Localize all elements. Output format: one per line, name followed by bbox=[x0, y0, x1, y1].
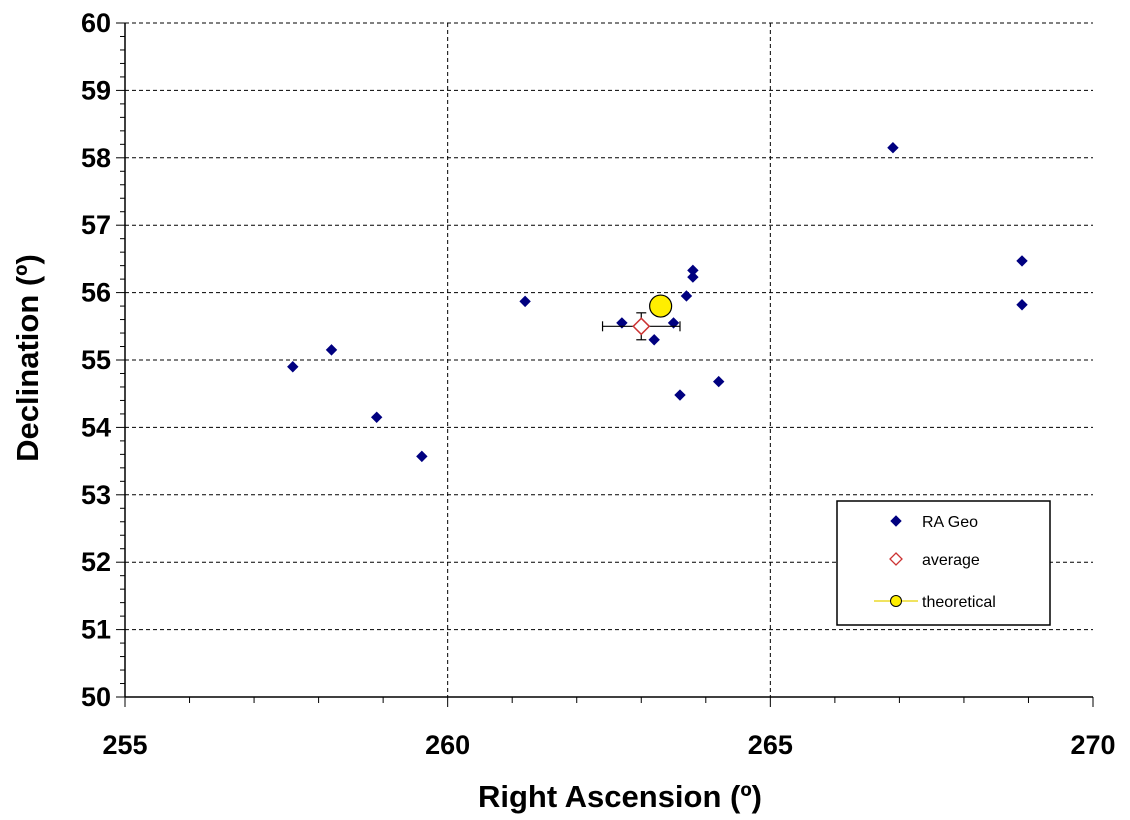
ra-geo-point bbox=[667, 317, 680, 329]
y-tick-label: 52 bbox=[81, 547, 111, 577]
legend-box bbox=[836, 500, 1051, 626]
ra-geo-point bbox=[648, 334, 660, 346]
ra-geo-point bbox=[325, 344, 338, 356]
x-axis-title: Right Ascension (º) bbox=[478, 779, 762, 814]
legend: RA Geo average theoretical bbox=[836, 500, 1051, 626]
x-tick-label: 255 bbox=[102, 730, 147, 760]
y-tick-label: 51 bbox=[81, 615, 111, 645]
y-tick-label: 58 bbox=[81, 143, 111, 173]
y-tick-label: 50 bbox=[81, 682, 111, 712]
legend-marker-ra-geo bbox=[890, 515, 902, 527]
ra-geo-point bbox=[287, 361, 299, 373]
ra-geo-point bbox=[1016, 299, 1028, 311]
data-points bbox=[287, 141, 1028, 463]
legend-label: theoretical bbox=[922, 594, 996, 611]
y-tick-label: 53 bbox=[81, 480, 111, 510]
axes bbox=[116, 22, 1094, 707]
legend-marker-theoretical bbox=[890, 595, 902, 607]
y-tick-label: 60 bbox=[81, 8, 111, 38]
average-point bbox=[632, 317, 651, 336]
x-tick-label: 265 bbox=[748, 730, 793, 760]
ra-geo-point bbox=[680, 290, 693, 302]
x-tick-label: 270 bbox=[1070, 730, 1115, 760]
y-axis-title: Declination (º) bbox=[10, 254, 45, 462]
ra-geo-point bbox=[616, 317, 628, 329]
ra-geo-point bbox=[370, 411, 383, 423]
x-tick-label: 260 bbox=[425, 730, 470, 760]
y-tick-label: 54 bbox=[81, 412, 111, 442]
ra-geo-point bbox=[674, 389, 686, 401]
ra-geo-point bbox=[1016, 255, 1028, 267]
ra-geo-point bbox=[712, 375, 725, 388]
ra-geo-point bbox=[887, 141, 899, 154]
y-tick-label: 57 bbox=[81, 210, 111, 240]
legend-label: RA Geo bbox=[922, 514, 978, 531]
y-tick-label: 56 bbox=[81, 278, 111, 308]
legend-marker-average bbox=[889, 552, 903, 566]
legend-label: average bbox=[922, 552, 980, 569]
ra-geo-point bbox=[519, 295, 531, 308]
grid-lines bbox=[125, 22, 1093, 697]
ra-geo-point bbox=[416, 450, 428, 463]
tick-labels: 50 51 52 53 54 55 56 57 58 59 60 255 260 265 270 bbox=[81, 8, 1116, 760]
y-tick-label: 59 bbox=[81, 75, 111, 105]
theoretical-point bbox=[649, 294, 673, 318]
y-tick-label: 55 bbox=[81, 345, 111, 375]
ra-geo-point bbox=[687, 271, 699, 283]
